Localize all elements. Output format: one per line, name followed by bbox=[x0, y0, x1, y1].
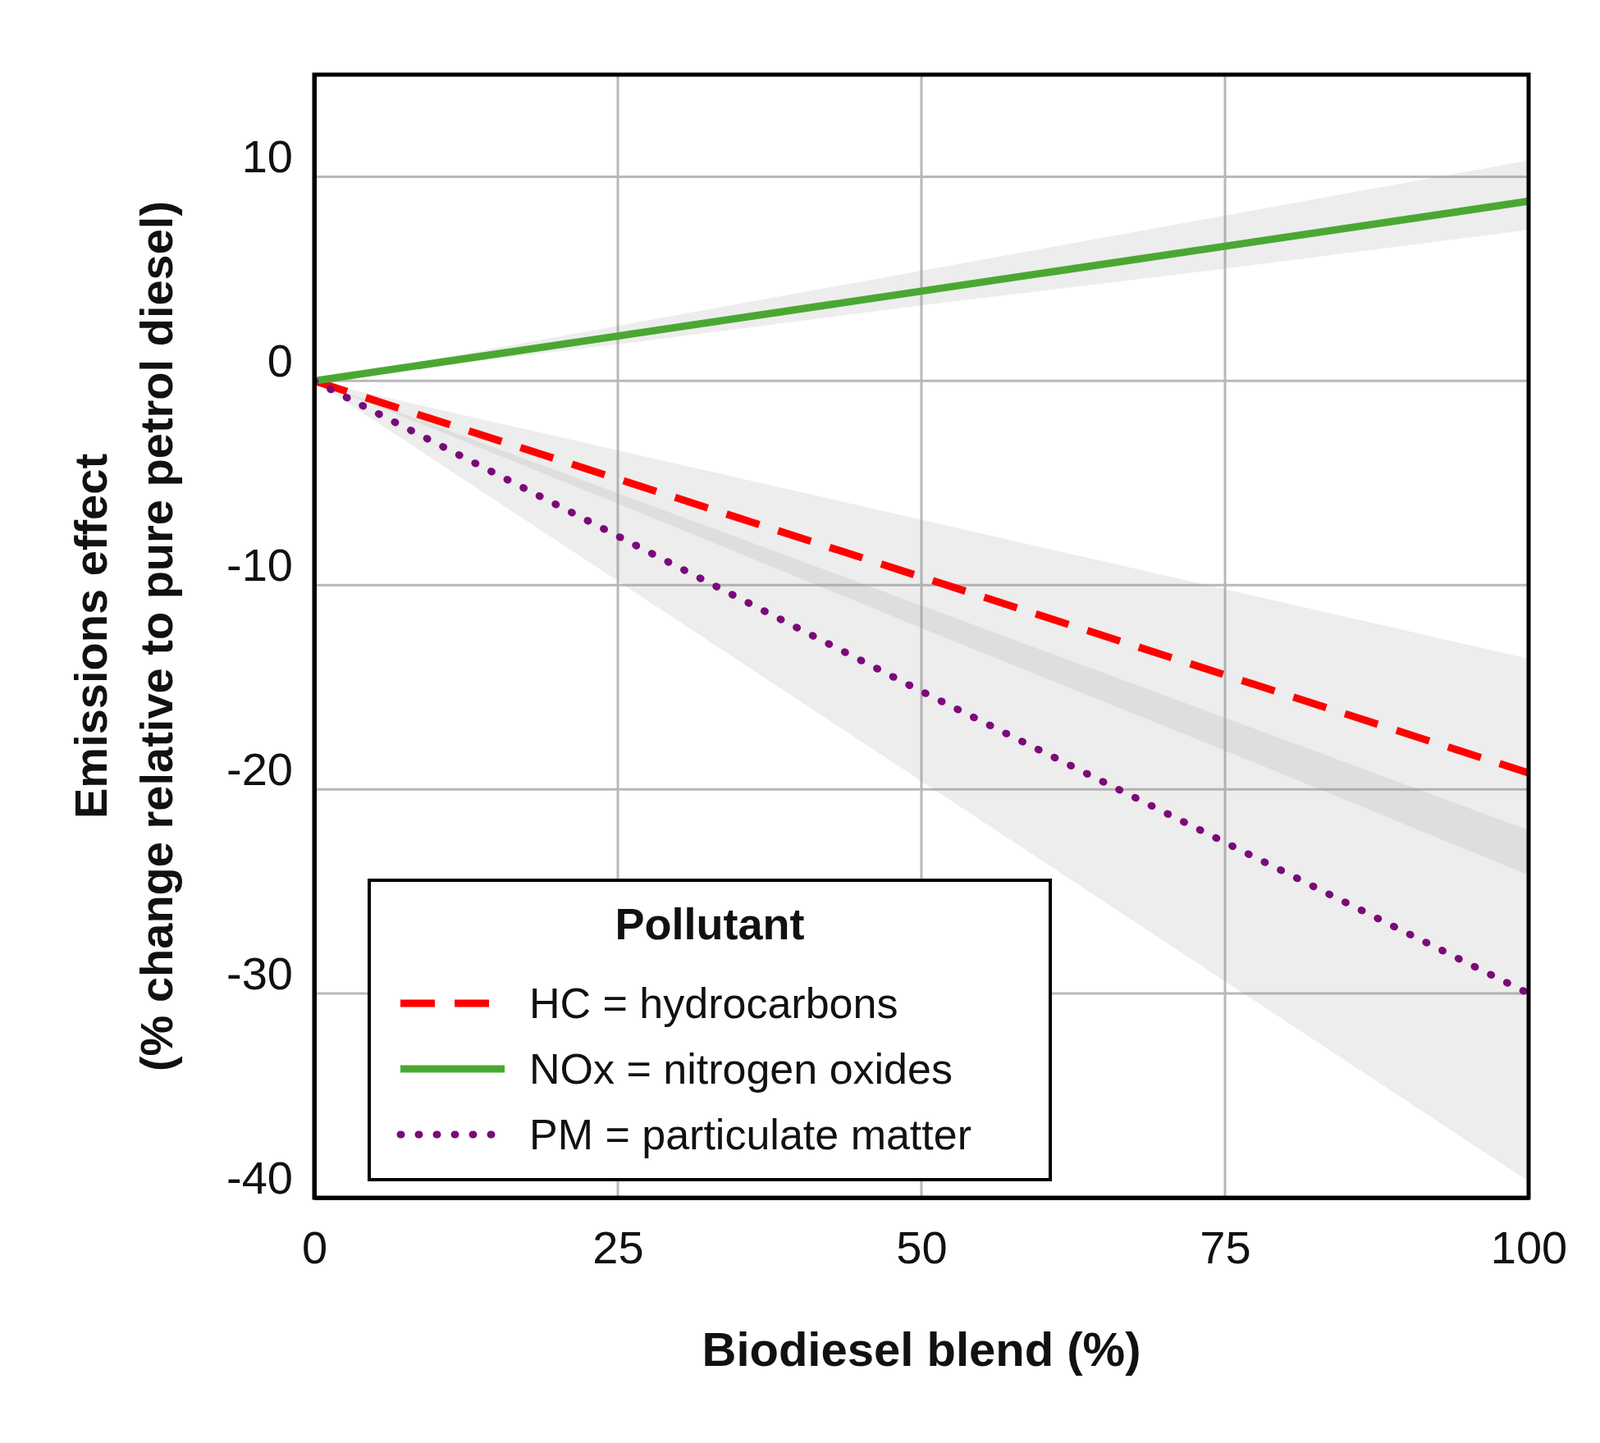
legend-label: HC = hydrocarbons bbox=[529, 979, 898, 1028]
legend-title: Pollutant bbox=[615, 899, 805, 949]
legend-swatch bbox=[400, 1065, 505, 1074]
legend-swatch bbox=[400, 1131, 505, 1139]
tick-label: -20 bbox=[226, 743, 293, 796]
y-tick: 10 bbox=[242, 130, 315, 183]
legend-label: PM = particulate matter bbox=[529, 1110, 972, 1159]
tick-label: 75 bbox=[1199, 1221, 1251, 1274]
tick-label: 50 bbox=[896, 1221, 947, 1274]
y-tick: -30 bbox=[226, 947, 315, 1000]
y-axis-title: Emissions effect bbox=[64, 453, 117, 819]
legend-label: NOx = nitrogen oxides bbox=[529, 1045, 953, 1093]
confidence-band bbox=[314, 380, 1529, 1182]
y-tick: -20 bbox=[226, 743, 315, 796]
plot: 0 25 50 75 100 -40 -30 -20 -10 0 10 Pollutant HC = h… bbox=[226, 74, 1568, 1274]
grid bbox=[314, 74, 1529, 1198]
chart: 0 25 50 75 100 -40 -30 -20 -10 0 10 Pollutant HC = h… bbox=[0, 0, 1600, 1443]
plot-frame bbox=[314, 74, 1529, 1198]
series-line bbox=[314, 380, 1529, 773]
legend-box bbox=[369, 880, 1051, 1180]
y-axis-title: (% change relative to pure petrol diesel… bbox=[130, 201, 183, 1072]
tick-label: -30 bbox=[226, 947, 293, 1000]
confidence-band bbox=[314, 160, 1529, 382]
data-area bbox=[314, 160, 1529, 1183]
grid-line-y bbox=[314, 175, 1529, 179]
tick-label: 0 bbox=[267, 334, 293, 387]
x-tick: 25 bbox=[592, 1197, 644, 1274]
tick-label: 10 bbox=[242, 130, 293, 183]
y-tick: 0 bbox=[267, 334, 315, 387]
x-axis-title: Biodiesel blend (%) bbox=[702, 1322, 1142, 1376]
tick-label: -10 bbox=[226, 539, 293, 591]
x-tick: 100 bbox=[1490, 1197, 1568, 1274]
tick-label: 0 bbox=[301, 1221, 328, 1274]
y-axis: -40 -30 -20 -10 0 10 bbox=[226, 75, 315, 1204]
x-tick: 0 bbox=[301, 1197, 328, 1274]
x-tick: 50 bbox=[896, 1197, 947, 1274]
legend-swatch bbox=[400, 1000, 505, 1008]
tick-label: 25 bbox=[592, 1221, 644, 1274]
tick-label: 100 bbox=[1490, 1221, 1568, 1274]
grid-line-y bbox=[314, 379, 1529, 383]
y-tick: -40 bbox=[226, 1152, 315, 1204]
series-line bbox=[314, 201, 1529, 381]
legend: Pollutant HC = hydrocarbons NOx = nitrogen… bbox=[369, 880, 1051, 1180]
tick-label: -40 bbox=[226, 1152, 293, 1204]
x-tick: 75 bbox=[1199, 1197, 1251, 1274]
x-axis: 0 25 50 75 100 bbox=[301, 1197, 1568, 1274]
y-tick: -10 bbox=[226, 539, 315, 591]
